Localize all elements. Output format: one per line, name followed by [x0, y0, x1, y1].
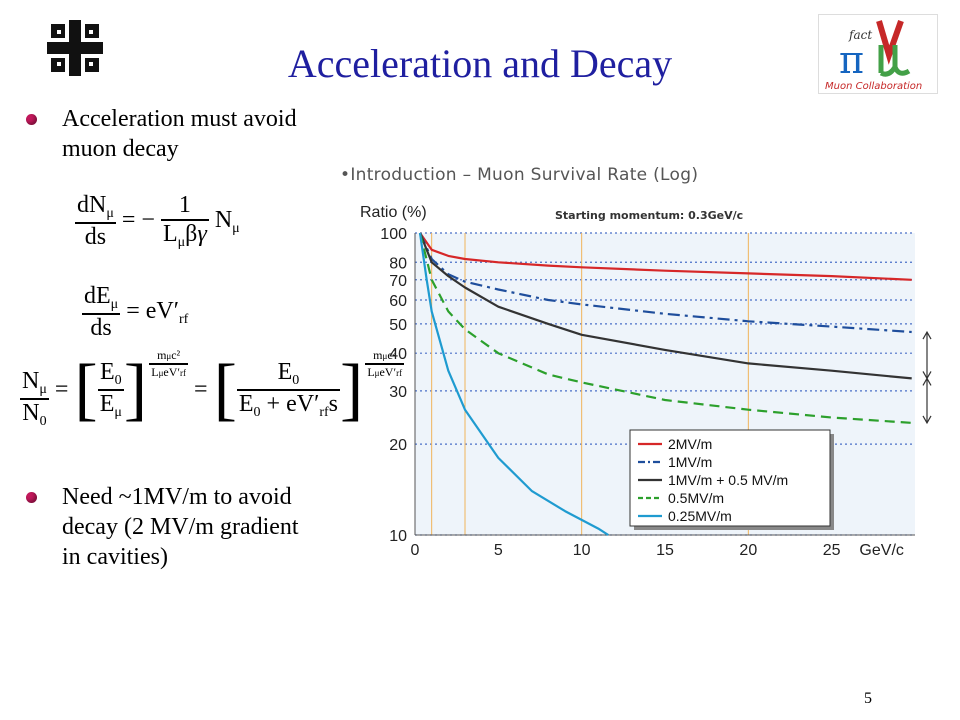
y-tick-label: 60: [389, 293, 407, 310]
logo-caption: Muon Collaboration: [825, 81, 922, 92]
arrow-head-down: [922, 415, 932, 425]
y-tick-label: 80: [389, 255, 407, 272]
series-line-2: [418, 232, 912, 334]
series-line-5: [418, 232, 609, 536]
y-axis-label: Ratio (%): [360, 204, 427, 221]
x-tick-label: 25: [823, 542, 841, 559]
y-tick-label: 10: [389, 528, 407, 545]
arrow-head-up: [922, 330, 932, 340]
equation-de-ds: dEμ ds = eV′rf: [82, 283, 189, 341]
nu-fact-logo-icon: fact π Muon Collaboration: [825, 20, 922, 92]
legend-label: 2MV/m: [668, 436, 712, 452]
bullet-1-line-2: muon decay: [62, 136, 179, 162]
legend-label: 1MV/m + 0.5 MV/m: [668, 472, 788, 488]
legend-box: [629, 429, 831, 527]
x-tick-label: 20: [739, 542, 757, 559]
x-tick-label: 0: [411, 542, 420, 559]
svg-text:π: π: [839, 38, 864, 82]
muon-collaboration-logo: fact π Muon Collaboration: [818, 14, 938, 94]
chart-title: Starting momentum: 0.3GeV/c: [555, 209, 743, 222]
y-tick-label: 50: [389, 317, 407, 334]
page-number: 5: [864, 690, 872, 707]
arrow-head-up: [922, 377, 932, 386]
bullet-2-line-2: decay (2 MV/m gradient: [62, 514, 299, 540]
x-axis-label: GeV/c: [859, 542, 903, 559]
equation-dn-ds: dNμ ds = − 1 Lμβγ Nμ: [75, 192, 240, 250]
x-tick-label: 10: [573, 542, 591, 559]
y-tick-label: 70: [389, 273, 407, 290]
fermilab-logo-icon: [47, 20, 103, 76]
bullet-2-line-3: in cavities): [62, 544, 168, 570]
bullet-dot: [26, 114, 37, 125]
bullet-2-line-1: Need ~1MV/m to avoid: [62, 484, 292, 510]
bullet-1-line-1: Acceleration must avoid: [62, 106, 297, 132]
y-tick-label: 20: [389, 437, 407, 454]
equation-survival: Nμ N0 = [E0 Eμ] mμc² LμeV′rf = [E0 E0 + eV′r…: [20, 348, 405, 429]
x-tick-label: 5: [494, 542, 503, 559]
legend-label: 0.25MV/m: [668, 508, 732, 524]
bullet-item-1: Acceleration must avoid muon decay: [62, 104, 342, 164]
slide-title: Acceleration and Decay: [287, 41, 673, 86]
y-tick-label: 100: [380, 226, 407, 243]
y-tick-label: 30: [389, 384, 407, 401]
y-tick-label: 40: [389, 346, 407, 363]
x-tick-label: 15: [656, 542, 674, 559]
series-line-3: [418, 232, 912, 380]
fermilab-logo: [45, 18, 105, 78]
bullet-dot: [26, 492, 37, 503]
series-line-1: [419, 232, 912, 281]
series-line-4: [418, 232, 912, 424]
legend-label: 1MV/m: [668, 454, 712, 470]
logo-fact-text: fact: [848, 28, 872, 42]
legend-label: 0.5MV/m: [668, 490, 724, 506]
chart-heading: •Introduction – Muon Survival Rate (Log): [340, 165, 699, 185]
bullet-item-2: Need ~1MV/m to avoid decay (2 MV/m gradi…: [62, 482, 352, 572]
